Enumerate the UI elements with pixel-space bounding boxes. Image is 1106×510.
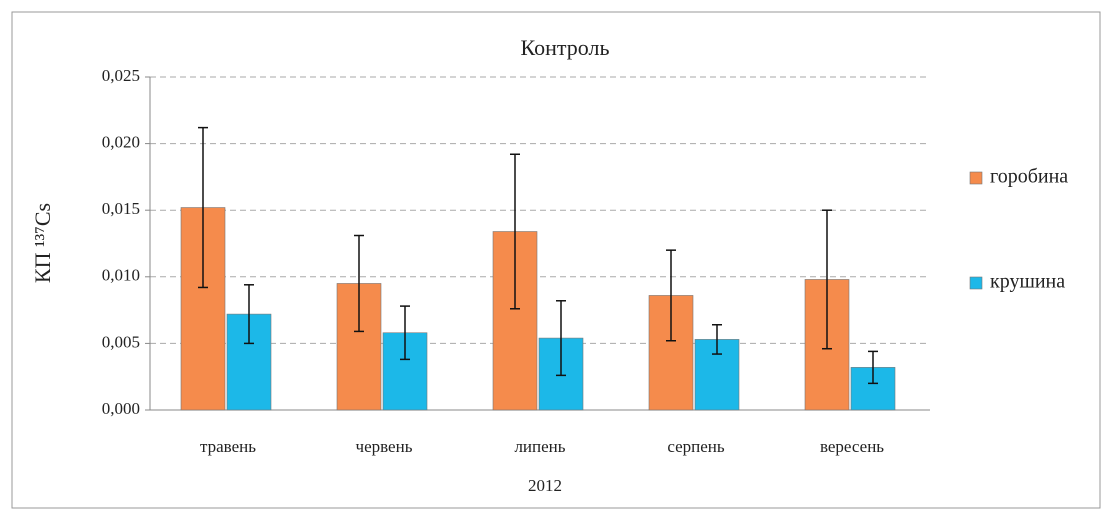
x-tick-label: липень xyxy=(514,437,565,456)
x-tick-label: травень xyxy=(200,437,256,456)
y-tick-label: 0,005 xyxy=(102,332,140,351)
legend-label: горобина xyxy=(990,166,1068,188)
y-tick-label: 0,010 xyxy=(102,266,140,285)
y-tick-label: 0,000 xyxy=(102,399,140,418)
chart-border xyxy=(11,11,1101,509)
x-axis-label: 2012 xyxy=(528,476,562,495)
x-tick-label: червень xyxy=(356,437,413,456)
legend-swatch xyxy=(969,171,983,185)
legend-label: крушина xyxy=(990,271,1065,293)
chart-title: Контроль xyxy=(521,35,610,60)
y-axis-label: КП ¹³⁷Cs xyxy=(30,203,55,283)
x-tick-label: серпень xyxy=(667,437,725,456)
x-tick-label: вересень xyxy=(820,437,884,456)
legend-swatch xyxy=(969,276,983,290)
y-tick-label: 0,015 xyxy=(102,199,140,218)
y-tick-label: 0,020 xyxy=(102,133,140,152)
y-tick-label: 0,025 xyxy=(102,66,140,85)
